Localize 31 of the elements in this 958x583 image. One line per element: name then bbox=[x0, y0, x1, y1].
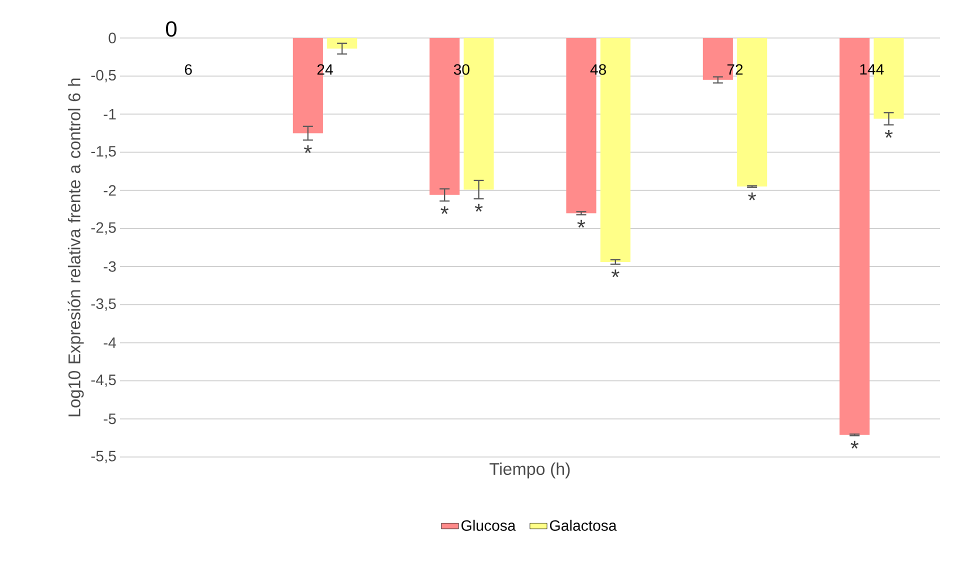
y-tick-label: -5,5 bbox=[91, 450, 116, 464]
legend-label: Galactosa bbox=[550, 520, 617, 531]
y-tick-label: -1,5 bbox=[91, 146, 116, 158]
y-tick-label: -4,5 bbox=[91, 374, 116, 387]
x-tick-label: 24 bbox=[317, 64, 333, 75]
data-label: * bbox=[474, 204, 483, 212]
data-label: 0 bbox=[166, 21, 177, 37]
y-tick-label: -2,5 bbox=[91, 222, 116, 235]
legend-label: Glucosa bbox=[461, 520, 516, 531]
data-label: * bbox=[440, 206, 449, 214]
y-tick-label: -3,5 bbox=[91, 298, 116, 311]
data-label: * bbox=[611, 269, 620, 278]
data-label: * bbox=[884, 130, 893, 138]
data-label: * bbox=[304, 145, 312, 153]
data-label: * bbox=[850, 440, 859, 449]
x-tick-label: 48 bbox=[590, 64, 606, 75]
y-tick-label: -1 bbox=[104, 109, 116, 120]
y-tick-label: -0,5 bbox=[91, 70, 116, 82]
x-tick-label: 144 bbox=[860, 64, 884, 75]
y-tick-label: -2 bbox=[104, 185, 116, 196]
y-tick-label: -5 bbox=[104, 414, 116, 424]
x-tick-label: 30 bbox=[454, 64, 470, 75]
y-tick-label: -4 bbox=[104, 338, 116, 348]
y-tick-label: 0 bbox=[108, 32, 116, 44]
x-tick-label: 72 bbox=[727, 64, 743, 75]
data-label: * bbox=[748, 192, 756, 200]
y-tick-label: -3 bbox=[104, 261, 116, 272]
x-tick-label: 6 bbox=[184, 64, 192, 75]
y-axis-title: Log10 Expresión relativa frente a control 6 h bbox=[68, 78, 84, 416]
x-axis-title: Tiempo (h) bbox=[490, 462, 570, 478]
data-label: * bbox=[577, 220, 586, 228]
